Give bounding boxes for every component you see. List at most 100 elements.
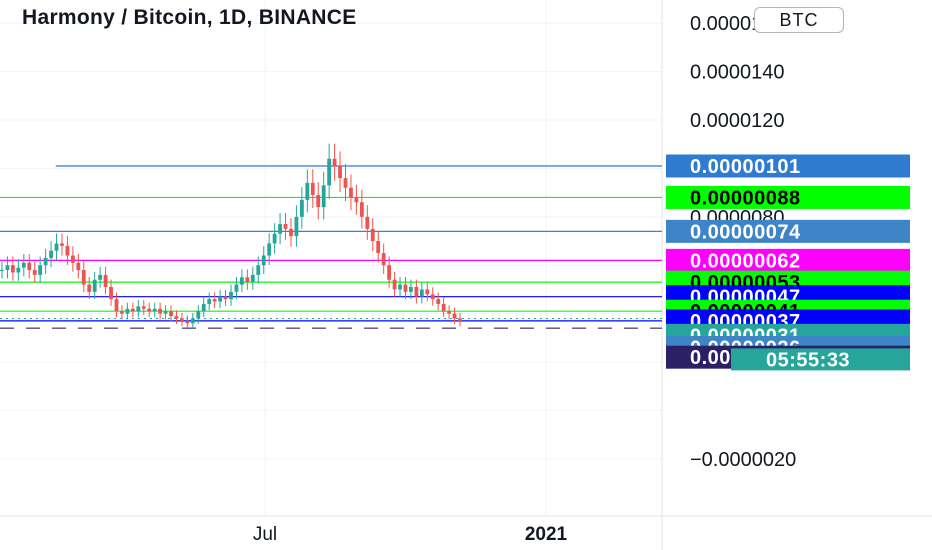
candle-body [70,255,75,263]
candle-body [38,265,43,275]
candle-body [338,166,342,179]
candle-body [234,284,239,292]
candle-body [201,303,206,312]
candle-body [370,228,375,242]
countdown-label: 05:55:33 [766,349,850,371]
candle-body [32,270,37,275]
candle-body [414,287,419,297]
candle-body [359,202,364,217]
candle-body [245,277,250,283]
level-badge-label: 0.00000101 [690,156,801,178]
candle-body [272,233,277,244]
candle-body [43,257,48,266]
candle-body [321,185,326,208]
candle-body [27,262,32,271]
candle-body [147,308,152,312]
currency-badge[interactable]: BTC [754,7,844,33]
level-labels: 0.00000101 0.00000088 0.00000074 0.00000062… [666,154,910,371]
candle-body [218,296,223,302]
candle-body [452,313,457,319]
candle-body [0,270,4,272]
candle-body [103,274,108,287]
candle-body [354,197,359,203]
candle-body [152,308,157,312]
candle-body [174,316,179,319]
candle-body [299,199,304,217]
candle-body [267,243,272,256]
time-tick-label: 2021 [525,524,568,545]
candle-body [180,318,184,321]
candle-body [65,245,70,256]
candle-body [76,262,81,271]
candle-body [392,279,397,290]
candle-body [441,303,446,312]
candle-body [114,299,119,312]
price-tick-label: 0.0000140 [690,62,785,84]
level-badge-label: 0.00000088 [690,187,801,209]
time-tick-label: Jul [253,524,277,545]
candle-body [169,311,173,317]
candle-body [256,265,261,275]
candle-body [261,255,266,266]
candle-body [98,274,103,280]
candle-body [190,318,195,324]
time-axis[interactable]: Jul 2021 [253,524,568,545]
candle-body [409,287,413,292]
countdown-badge [731,348,910,371]
candle-body [387,265,392,280]
candle-body [185,320,190,324]
candle-body [49,250,53,258]
level-badge [666,248,910,272]
candle-body [163,311,168,314]
candle-body [289,228,293,237]
candle-body [398,284,402,290]
candle-body [458,318,462,321]
candle-body [310,182,315,196]
candle-body [278,224,282,234]
candle-body [109,287,113,300]
candle-body [87,284,92,292]
candle-body [419,289,424,297]
level-badge [666,219,910,243]
candle-body [196,311,201,319]
level-badge [666,154,910,178]
candle-body [447,311,452,314]
candle-body [250,274,255,283]
candle-body [212,299,217,302]
candle-body [239,277,244,285]
candle-body [223,296,228,300]
candle-body [136,306,141,312]
candle-body [158,308,163,314]
candle-body [365,216,370,229]
candle-body [54,243,59,251]
candle-body [10,265,15,273]
candle-body [5,265,10,271]
candle-body [130,308,135,312]
candle-body [120,311,124,314]
level-badge-label: 0.00000074 [690,221,801,243]
candle-body [207,299,212,304]
candle-body [327,158,332,186]
candle-body [21,262,26,268]
candle-body [305,182,310,200]
candle-body [16,267,21,273]
price-tick-label: 0.0000120 [690,110,785,132]
candle-body [349,187,353,198]
candle-body [283,224,288,229]
candle-body [332,158,337,166]
candle-body [376,241,381,254]
candles [0,143,462,329]
candle-body [229,291,233,300]
candle-body [343,178,348,188]
candle-body [81,270,86,285]
candle-body [403,284,408,292]
candle-body [141,306,146,309]
candle-body [60,243,64,246]
candle-body [294,216,299,237]
chart-title: Harmony / Bitcoin, 1D, BINANCE [22,6,357,29]
candle-body [316,195,321,208]
level-badge [666,185,910,209]
level-lines [0,165,662,329]
